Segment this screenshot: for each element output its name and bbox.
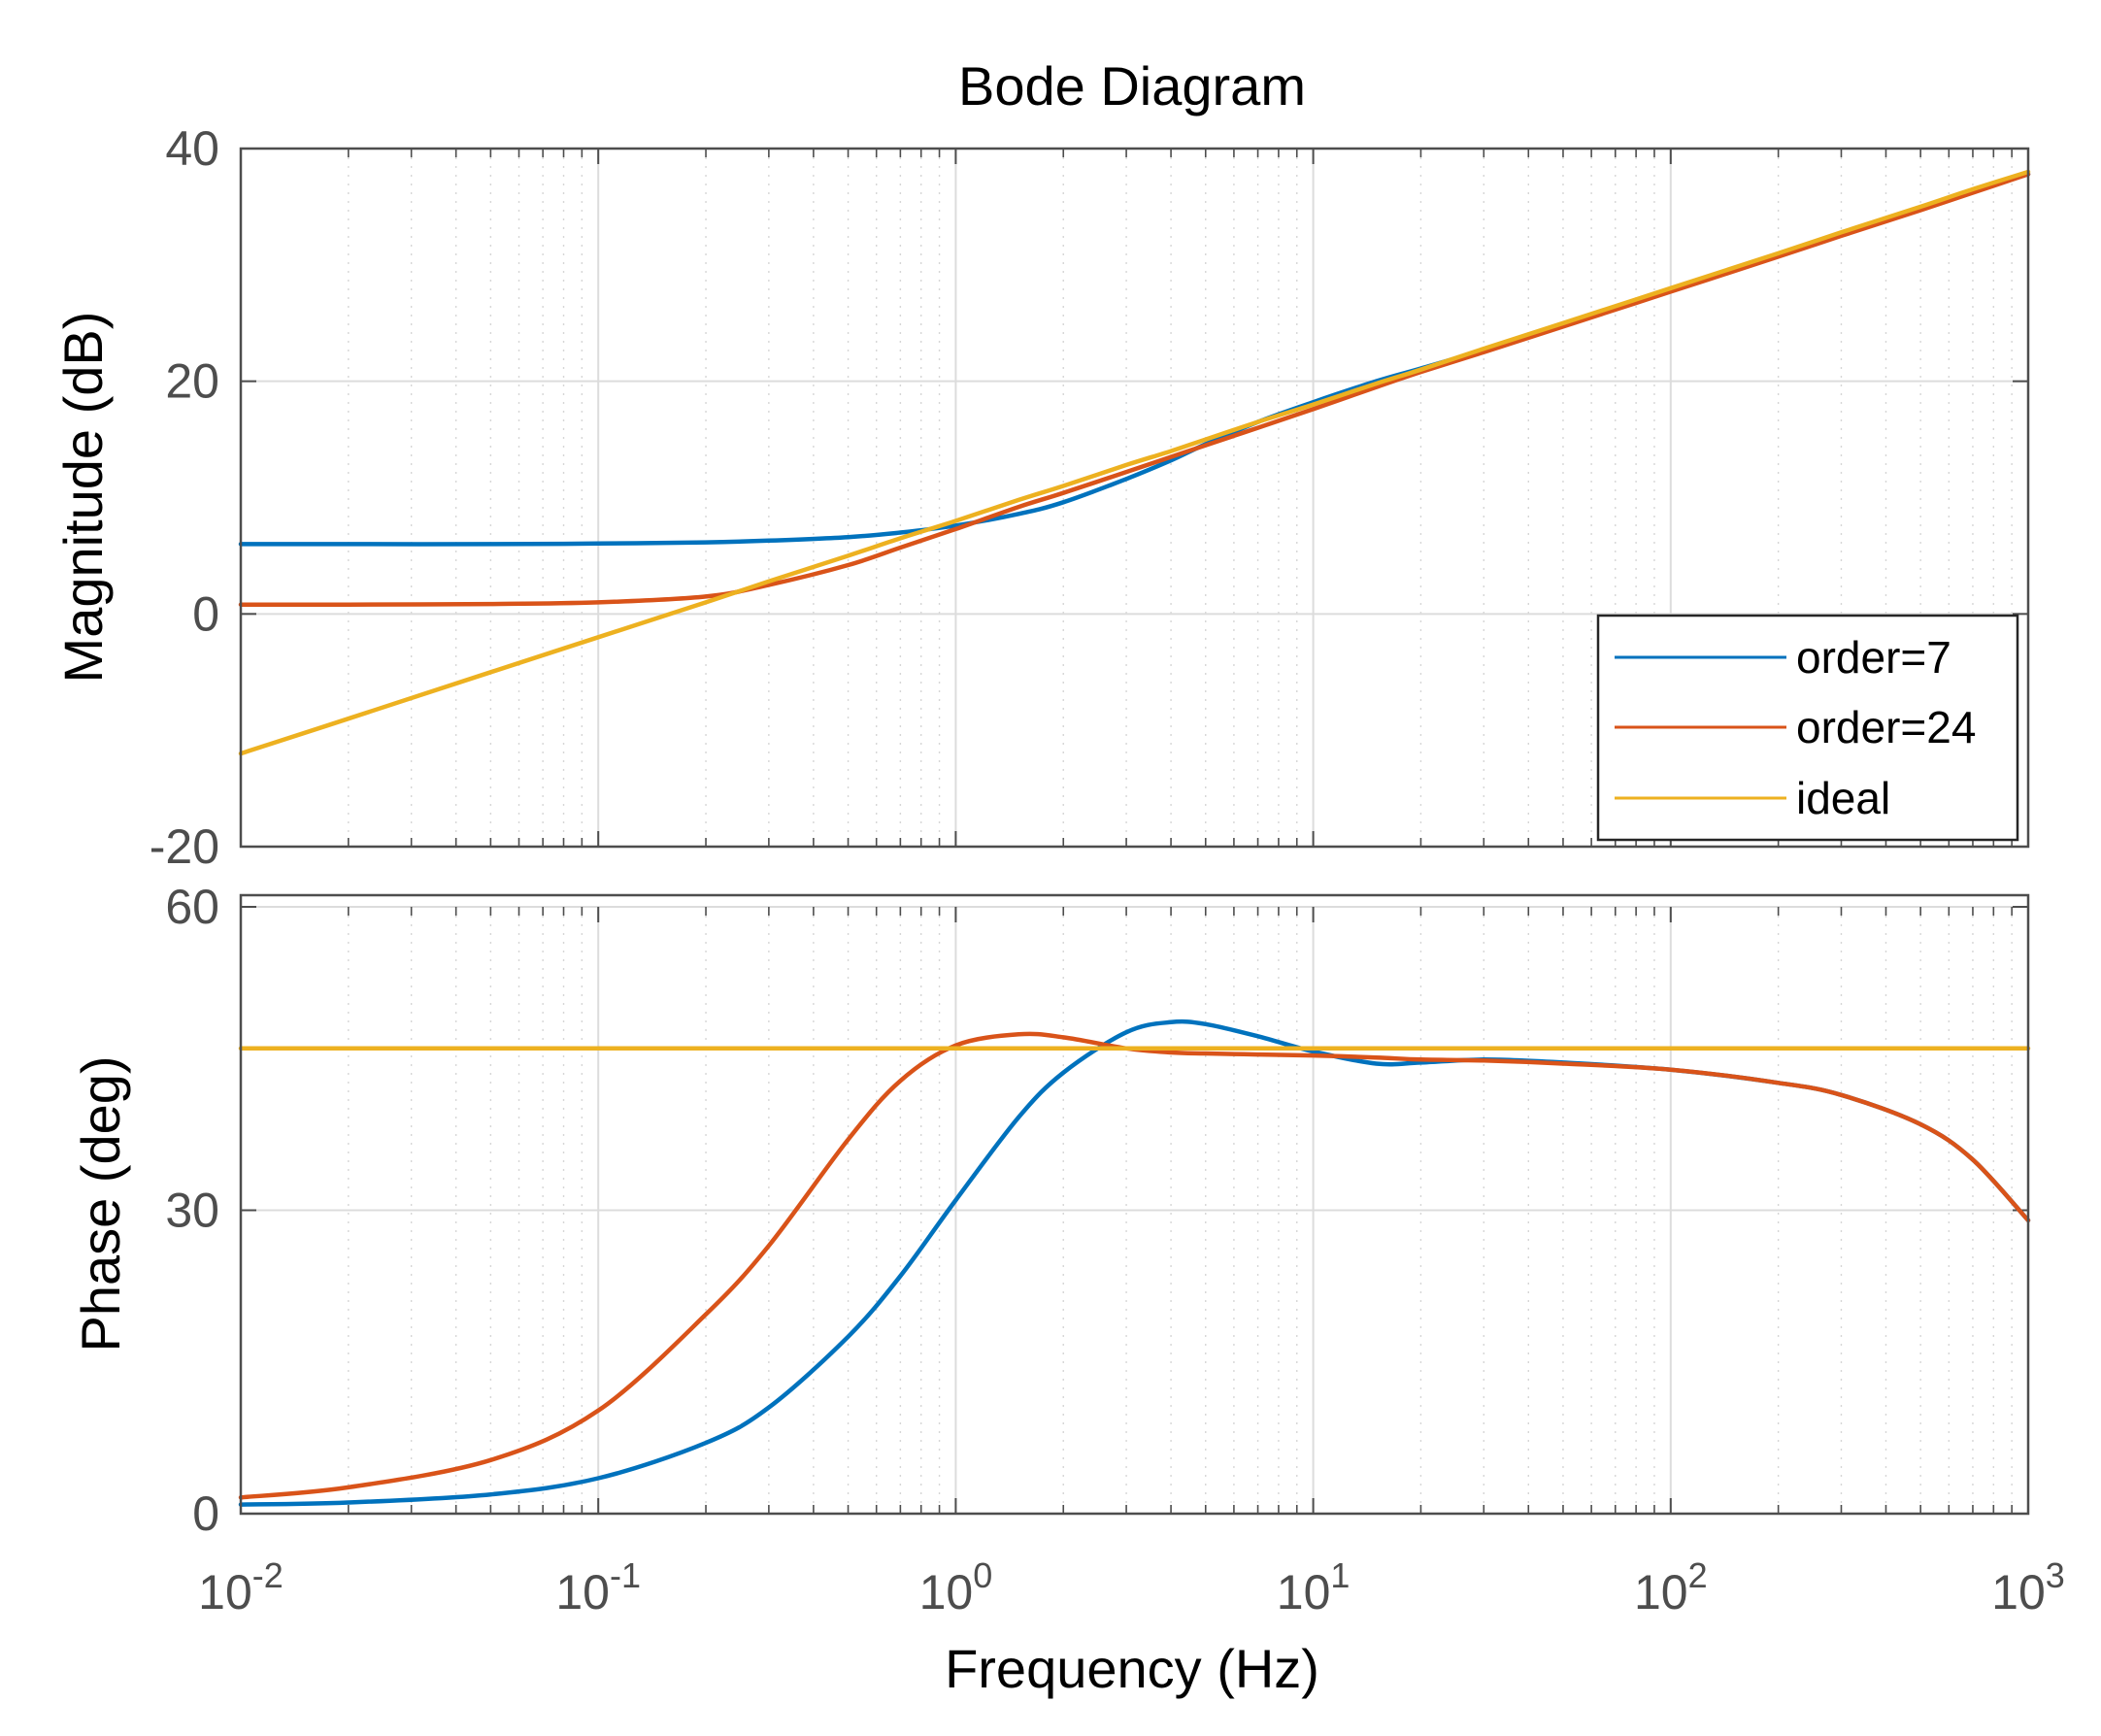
y-tick-label: 60 bbox=[165, 880, 219, 934]
x-tick-label: 10-2 bbox=[198, 1555, 283, 1619]
x-tick-label-exponent: 3 bbox=[2046, 1555, 2065, 1595]
x-tick-label: 103 bbox=[1991, 1555, 2065, 1619]
y-tick-label: 40 bbox=[165, 121, 219, 176]
x-tick-label-base: 10 bbox=[1991, 1565, 2046, 1619]
x-tick-label-base: 10 bbox=[1277, 1565, 1331, 1619]
legend-label-ideal: ideal bbox=[1796, 773, 1890, 823]
phase-axes-box bbox=[239, 893, 2030, 1516]
x-tick-label-base: 10 bbox=[555, 1565, 610, 1619]
x-axis-label: Frequency (Hz) bbox=[945, 1638, 1319, 1699]
y-tick-label: -20 bbox=[150, 819, 219, 874]
ph-series-line-order24 bbox=[238, 1031, 2031, 1500]
phase-panel: 0 30 60 Phase (deg) bbox=[70, 880, 2031, 1541]
magnitude-y-tick-labels: -20 0 20 40 bbox=[150, 121, 219, 874]
x-tick-label: 100 bbox=[919, 1555, 993, 1619]
x-tick-label: 10-1 bbox=[555, 1555, 641, 1619]
y-tick-label: 20 bbox=[165, 354, 219, 409]
x-tick-label-exponent: 0 bbox=[973, 1555, 992, 1595]
phase-ticks bbox=[240, 906, 2029, 1515]
magnitude-series bbox=[238, 169, 2031, 756]
y-tick-label: 0 bbox=[192, 586, 219, 641]
x-tick-labels: 10-2 10-1 100 101 102 103 bbox=[198, 1555, 2065, 1619]
mag-series-line-ideal bbox=[238, 169, 2031, 756]
magnitude-panel: -20 0 20 40 Magnitude (dB) order=7 order=24… bbox=[52, 121, 2031, 874]
phase-plot-area bbox=[241, 895, 2028, 1514]
x-tick-label-exponent: 2 bbox=[1688, 1555, 1708, 1595]
legend: order=7 order=24 ideal bbox=[1596, 614, 2019, 842]
x-tick-label-exponent: -2 bbox=[252, 1555, 283, 1595]
x-tick-label-exponent: -1 bbox=[610, 1555, 641, 1595]
legend-label-order24: order=24 bbox=[1796, 702, 1976, 752]
x-tick-label-base: 10 bbox=[1634, 1565, 1688, 1619]
mag-series-line-order24 bbox=[238, 172, 2031, 607]
x-tick-label-base: 10 bbox=[919, 1565, 974, 1619]
x-tick-label: 102 bbox=[1634, 1555, 1708, 1619]
phase-y-tick-labels: 0 30 60 bbox=[165, 880, 219, 1541]
magnitude-y-axis-label: Magnitude (dB) bbox=[52, 312, 114, 684]
chart-title: Bode Diagram bbox=[958, 55, 1306, 117]
y-tick-label: 30 bbox=[165, 1184, 219, 1238]
y-tick-label: 0 bbox=[192, 1486, 219, 1541]
x-tick-label-exponent: 1 bbox=[1330, 1555, 1350, 1595]
legend-label-order7: order=7 bbox=[1796, 632, 1951, 683]
magnitude-axes-box bbox=[239, 147, 2030, 849]
phase-y-axis-label: Phase (deg) bbox=[70, 1055, 131, 1352]
x-tick-label: 101 bbox=[1277, 1555, 1351, 1619]
x-tick-label-base: 10 bbox=[198, 1565, 252, 1619]
phase-series bbox=[238, 1018, 2031, 1507]
